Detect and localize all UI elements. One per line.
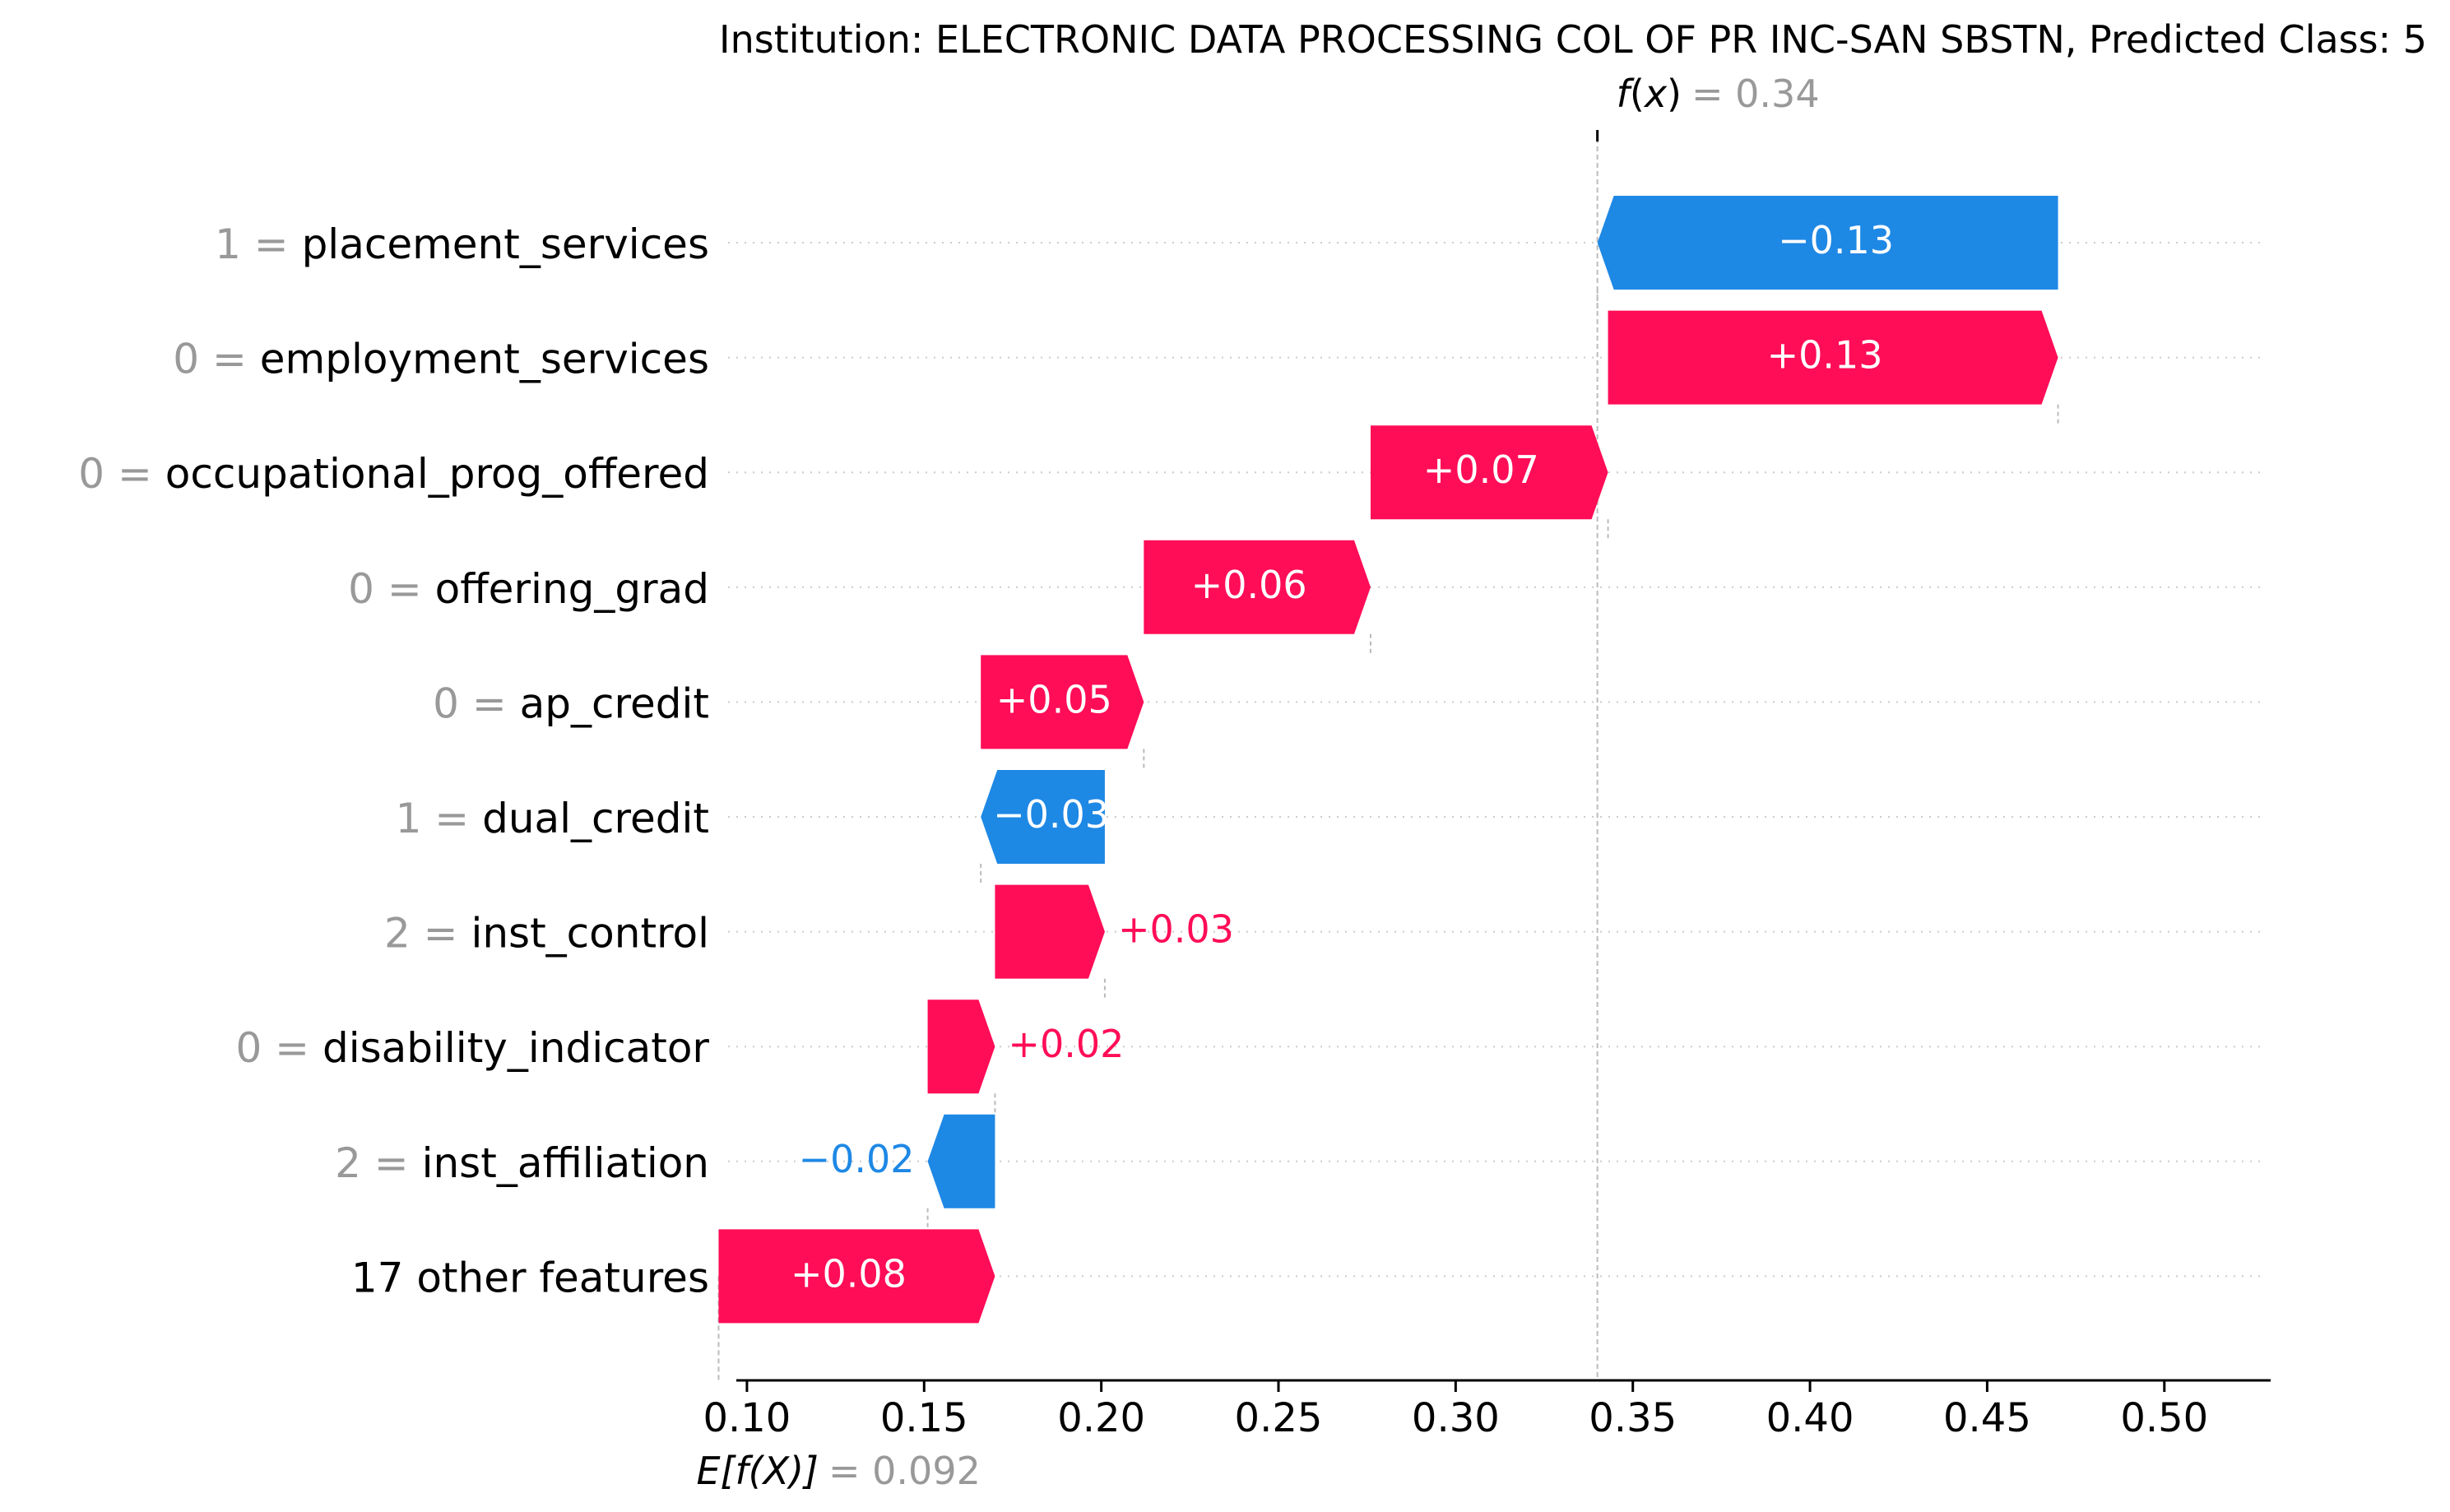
feature-label: 0 = ap_credit [433,679,709,727]
feature-label: 17 other features [351,1254,709,1301]
bar-employment-services [1608,310,2058,405]
x-tick-label: 0.40 [1766,1395,1854,1441]
bar-value-label: +0.08 [791,1251,907,1296]
bar-value-label: −0.13 [1778,218,1894,262]
base-label: E[f(X)] [696,1449,819,1493]
x-tick-label: 0.20 [1057,1395,1145,1441]
feature-label: 0 = offering_grad [348,565,709,613]
feature-name: occupational_prog_offered [165,450,709,498]
feature-name: dual_credit [482,795,709,842]
base-value: = 0.092 [828,1449,981,1493]
bar-ap-credit [981,655,1144,749]
x-tick-label: 0.10 [703,1395,791,1441]
reference-lines [717,130,1599,1380]
bar-disability-indicator [927,999,995,1094]
feature-value: 0 = [433,679,520,727]
bars: −0.13 +0.13 +0.07 +0.06 +0.05 −0.03 +0.03 +0.02… [718,196,2059,1324]
feature-name: ap_credit [520,679,709,727]
bar-value-label: +0.05 [996,677,1112,721]
bar-17-other-features [718,1229,995,1324]
x-tick-label: 0.50 [2120,1395,2208,1441]
feature-label: 1 = placement_services [215,220,709,268]
bar-value-label: +0.03 [1118,907,1234,952]
bar-inst-control [995,884,1105,979]
feature-value: 2 = [384,910,471,958]
bar-occupational-prog-offered [1370,425,1608,520]
feature-label: 0 = disability_indicator [235,1024,709,1072]
x-tick-label: 0.45 [1943,1395,2031,1441]
bar-value-label: +0.06 [1191,563,1307,607]
feature-name: inst_control [471,910,709,958]
feature-name: disability_indicator [322,1024,709,1072]
feature-labels: 1 = placement_services 0 = employment_ser… [78,220,709,1301]
feature-name: 17 other features [351,1254,709,1301]
feature-label: 2 = inst_control [384,910,709,958]
x-tick-label: 0.25 [1235,1395,1323,1441]
bar-dual-credit [981,770,1105,864]
feature-value: 1 = [215,220,302,268]
feature-value: 2 = [335,1139,422,1187]
bar-inst-affiliation [927,1114,995,1208]
bar-placement-services [1597,196,2058,290]
x-axis: 0.10 0.15 0.20 0.25 0.30 0.35 0.40 0.45 0.50 [703,1379,2271,1441]
x-tick-label: 0.35 [1589,1395,1677,1441]
bar-value-label: +0.07 [1423,448,1539,492]
feature-value: 1 = [396,795,483,842]
feature-label: 0 = occupational_prog_offered [78,450,709,498]
bar-offering-grad [1144,540,1371,634]
feature-name: offering_grad [435,565,709,613]
bar-value-label: −0.03 [993,792,1109,837]
bar-value-label: +0.02 [1008,1022,1124,1066]
bar-value-label: +0.13 [1767,333,1883,378]
feature-value: 0 = [78,450,165,498]
feature-value: 0 = [235,1024,322,1072]
feature-value: 0 = [173,336,260,383]
feature-name: placement_services [302,220,709,268]
feature-label: 0 = employment_services [173,336,709,383]
feature-name: inst_affiliation [422,1139,709,1187]
fx-label-x: x [1643,72,1668,116]
chart-title: Institution: ELECTRONIC DATA PROCESSING … [719,17,2427,62]
feature-label: 2 = inst_affiliation [335,1139,709,1187]
feature-label: 1 = dual_credit [396,795,709,842]
fx-label: f(x) [1617,72,1682,116]
feature-value: 0 = [348,565,435,613]
bar-value-label: −0.02 [799,1137,915,1181]
x-tick-label: 0.15 [880,1395,968,1441]
fx-value: = 0.34 [1691,72,1820,116]
x-tick-label: 0.30 [1412,1395,1500,1441]
feature-name: employment_services [260,336,709,383]
